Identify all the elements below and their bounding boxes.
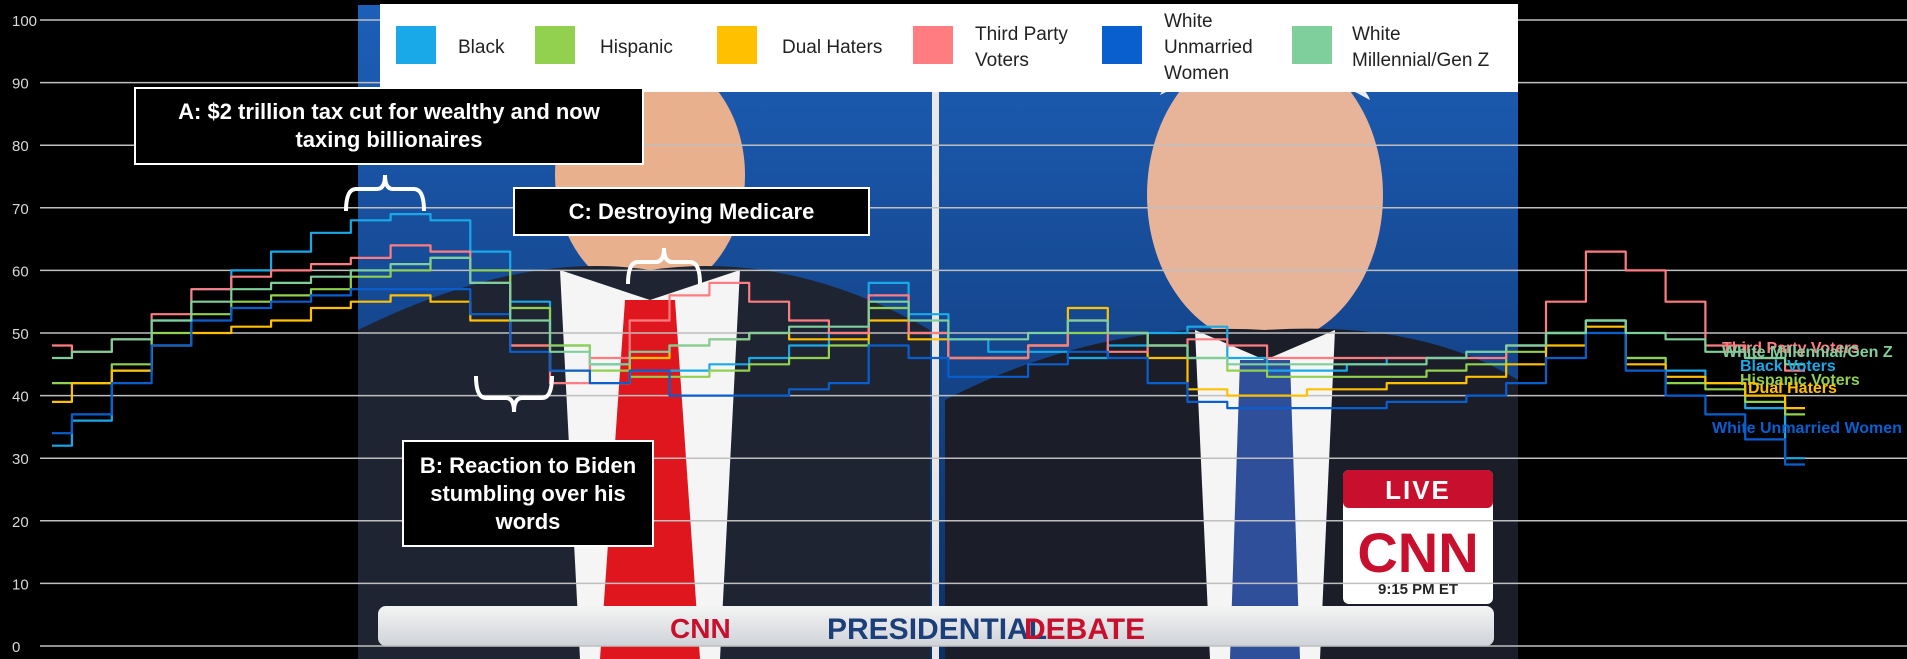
legend-swatch <box>717 26 757 64</box>
legend-label: White Millennial/Gen Z <box>1352 4 1489 92</box>
legend-label-line: Millennial/Gen Z <box>1352 50 1490 71</box>
legend-label: White Unmarried Women <box>1164 4 1253 92</box>
bracket <box>474 375 554 413</box>
y-tick-label: 100 <box>12 13 37 30</box>
banner-network: CNN <box>670 613 731 644</box>
series-line-4 <box>52 288 1805 466</box>
end-label: Dual Haters <box>1748 380 1837 397</box>
end-label: White Unmarried Women <box>1712 420 1902 437</box>
annotation-b: B: Reaction to Biden stumbling over his … <box>402 440 654 547</box>
debate-banner <box>378 606 1494 646</box>
annotation-a-label: A: $2 trillion tax cut for wealthy and n… <box>178 99 600 152</box>
annotation-c: C: Destroying Medicare <box>513 187 870 236</box>
bracket <box>626 247 702 285</box>
end-label: White Millennial/Gen Z <box>1722 344 1893 361</box>
y-tick-label: 20 <box>12 514 29 531</box>
end-label: Black Voters <box>1740 358 1836 375</box>
legend-label: Black <box>458 37 505 58</box>
legend: Black Hispanic Dual Haters Third Party Voter… <box>380 4 1518 92</box>
legend-label-line: Women <box>1164 63 1230 84</box>
legend-label-line: Unmarried <box>1164 37 1253 58</box>
legend-label-line: Voters <box>975 50 1029 71</box>
legend-swatch <box>535 26 575 64</box>
series-line-0 <box>52 213 1805 460</box>
legend-swatch <box>396 26 436 64</box>
y-axis-ticks: 0 10 20 30 40 50 60 70 80 90 100 <box>12 13 37 656</box>
annotation-a: A: $2 trillion tax cut for wealthy and n… <box>134 87 644 165</box>
y-tick-label: 60 <box>12 263 29 280</box>
legend-label: Third Party Voters <box>975 4 1068 92</box>
end-label: Hispanic Voters <box>1740 372 1860 389</box>
end-label: Third Party Voters <box>1722 340 1860 357</box>
series-line-1 <box>52 256 1805 416</box>
banner-word-presidential: PRESIDENTIAL <box>827 613 1047 646</box>
live-bug-network: CNN <box>1357 521 1478 584</box>
legend-label-line: Third Party <box>975 24 1068 45</box>
y-tick-label: 70 <box>12 201 29 218</box>
legend-label-line: White <box>1352 24 1401 45</box>
live-bug: LIVE CNN 9:15 PM ET <box>1343 470 1493 604</box>
legend-label: Hispanic <box>600 37 673 58</box>
series-line-5 <box>52 256 1805 366</box>
legend-swatch <box>1292 26 1332 64</box>
annotation-c-label: C: Destroying Medicare <box>568 198 815 224</box>
legend-swatch <box>913 26 953 64</box>
legend-label-line: White <box>1164 11 1213 32</box>
legend-swatch <box>1102 26 1142 64</box>
broadcast-time: 9:15 PM ET <box>1378 581 1458 598</box>
annotation-b-label: B: Reaction to Biden stumbling over his … <box>419 452 637 534</box>
annotation-brackets <box>344 174 702 413</box>
series-lines <box>52 213 1805 466</box>
y-tick-label: 30 <box>12 451 29 468</box>
y-tick-label: 50 <box>12 326 29 343</box>
y-tick-label: 40 <box>12 389 29 406</box>
y-tick-label: 0 <box>12 639 20 656</box>
y-tick-label: 10 <box>12 576 29 593</box>
live-label: LIVE <box>1385 475 1451 505</box>
y-tick-label: 90 <box>12 76 29 93</box>
bracket <box>344 174 426 212</box>
banner-word-debate: DEBATE <box>1024 613 1145 646</box>
y-tick-label: 80 <box>12 138 29 155</box>
legend-label: Dual Haters <box>782 37 883 58</box>
